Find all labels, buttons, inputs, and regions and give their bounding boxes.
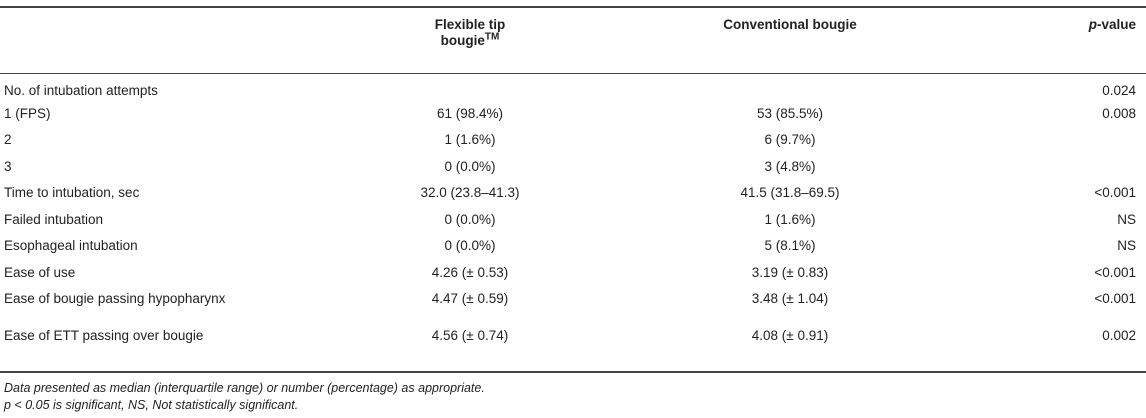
footnote-line-1: Data presented as median (interquartile … [4, 381, 485, 395]
row-conventional-value: 6 (9.7%) [764, 132, 816, 147]
row-label: Ease of use [4, 264, 76, 280]
trademark-superscript: TM [484, 31, 500, 43]
header-p-rest: -value [1096, 17, 1136, 32]
row-p-value: <0.001 [1094, 264, 1136, 280]
row-label: 2 [4, 132, 12, 147]
table-row: 1 (FPS) 61 (98.4%) 53 (85.5%) 0.008 [0, 101, 1146, 128]
row-label: Time to intubation, sec [4, 185, 140, 200]
table-header-rule [0, 73, 1146, 74]
table-footnotes: Data presented as median (interquartile … [4, 380, 485, 414]
header-conventional-bougie: Conventional bougie [723, 17, 857, 32]
row-conventional-value: 3 (4.8%) [764, 158, 816, 174]
row-conventional-value: 3.19 (± 0.83) [751, 264, 829, 280]
row-p-value: <0.001 [1094, 185, 1136, 200]
table-row: 2 1 (1.6%) 6 (9.7%) [0, 127, 1146, 154]
table-top-rule [0, 6, 1146, 8]
row-flexible-value: 0 (0.0%) [444, 238, 496, 253]
row-flexible-value: 0 (0.0%) [444, 158, 496, 174]
row-conventional-value [600, 74, 980, 101]
row-label: 1 (FPS) [4, 105, 51, 121]
row-conventional-value: 4.08 (± 0.91) [751, 328, 829, 343]
header-p-value: p-value [980, 7, 1146, 74]
row-p-value [980, 127, 1146, 154]
table-row: No. of intubation attempts 0.024 [0, 74, 1146, 101]
row-p-value: NS [1117, 238, 1136, 253]
header-p-italic: p [1088, 17, 1097, 32]
row-p-value [980, 154, 1146, 181]
row-flexible-value: 1 (1.6%) [444, 132, 496, 147]
row-flexible-value: 61 (98.4%) [436, 105, 504, 121]
results-table: Flexible tip bougieTM Conventional bougi… [0, 7, 1146, 350]
header-flexible-tip-bougie: Flexible tip bougieTM [340, 7, 600, 74]
row-label: Ease of bougie passing hypopharynx [0, 286, 340, 323]
row-label: No. of intubation attempts [4, 83, 158, 98]
row-label: Esophageal intubation [4, 238, 138, 253]
row-label: 3 [4, 158, 12, 174]
row-conventional-value: 1 (1.6%) [764, 211, 816, 227]
table-row: Esophageal intubation 0 (0.0%) 5 (8.1%) … [0, 233, 1146, 260]
table-row: Failed intubation 0 (0.0%) 1 (1.6%) NS [0, 207, 1146, 234]
header-flex-line1: Flexible tip [434, 17, 506, 32]
table-row: Ease of use 4.26 (± 0.53) 3.19 (± 0.83) … [0, 260, 1146, 287]
row-conventional-value: 41.5 (31.8–69.5) [740, 185, 840, 200]
header-flex-line2: bougie [440, 33, 485, 48]
row-conventional-value: 53 (85.5%) [756, 105, 824, 121]
header-label-column [0, 7, 340, 74]
row-p-value: 0.002 [1102, 328, 1136, 343]
row-conventional-value: 3.48 (± 1.04) [751, 291, 829, 306]
table-row: 3 0 (0.0%) 3 (4.8%) [0, 154, 1146, 181]
table-row: Ease of bougie passing hypopharynx 4.47 … [0, 286, 1146, 323]
row-p-value: 0.024 [1102, 83, 1136, 98]
row-flexible-value: 0 (0.0%) [444, 211, 496, 227]
row-flexible-value: 4.47 (± 0.59) [431, 291, 509, 306]
row-label: Failed intubation [4, 211, 104, 227]
table-row: Ease of ETT passing over bougie 4.56 (± … [0, 323, 1146, 350]
row-conventional-value: 5 (8.1%) [764, 238, 816, 253]
footnote-line-2: p < 0.05 is significant, NS, Not statist… [4, 398, 299, 412]
row-flexible-value [340, 74, 600, 101]
table-bottom-rule [0, 371, 1146, 373]
table-row: Time to intubation, sec 32.0 (23.8–41.3)… [0, 180, 1146, 207]
row-flexible-value: 4.56 (± 0.74) [431, 328, 509, 343]
row-flexible-value: 4.26 (± 0.53) [431, 264, 509, 280]
row-label-text: Ease of bougie passing hypopharynx [4, 291, 226, 306]
row-label: Ease of ETT passing over bougie [4, 328, 204, 343]
row-p-value: <0.001 [1094, 291, 1136, 306]
table-header-row: Flexible tip bougieTM Conventional bougi… [0, 7, 1146, 74]
row-p-value: NS [1117, 211, 1136, 227]
row-flexible-value: 32.0 (23.8–41.3) [420, 185, 520, 200]
row-p-value: 0.008 [1102, 105, 1136, 121]
